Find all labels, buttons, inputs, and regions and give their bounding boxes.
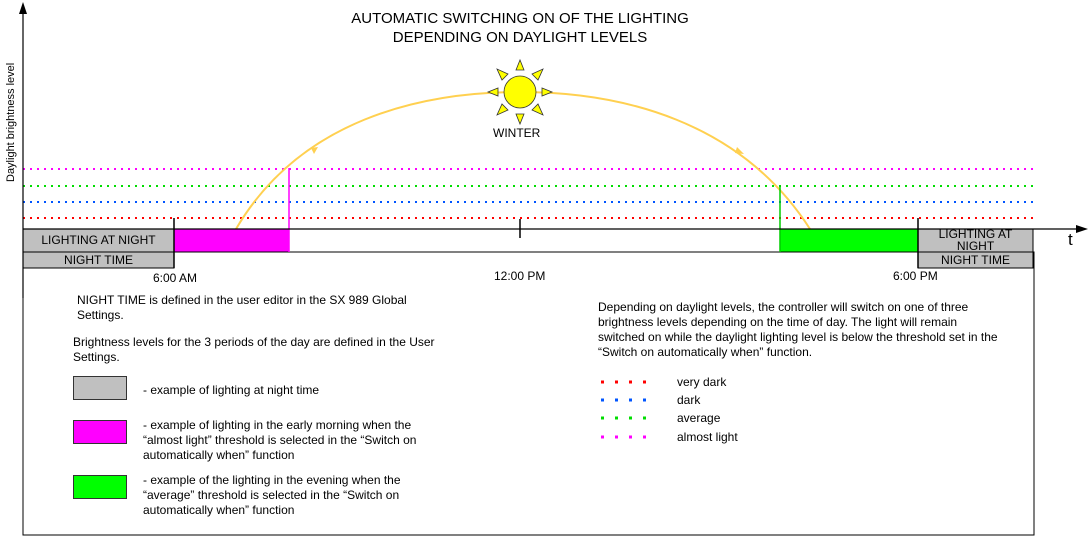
example-swatch-evening xyxy=(73,475,127,499)
sun-arc xyxy=(235,90,811,230)
time-label-6pm: 6:00 PM xyxy=(893,269,938,283)
night-band-right-label-line-1: LIGHTING AT xyxy=(938,227,1013,241)
sun-icon xyxy=(486,58,554,126)
notes-frame xyxy=(22,251,1035,536)
time-label-6am: 6:00 AM xyxy=(153,271,198,285)
sun-arc-arrow-left xyxy=(311,147,318,154)
legend-label-almost-light: almost light xyxy=(677,430,738,444)
y-axis-label: Daylight brightness level xyxy=(5,62,17,182)
night-band-right-label: LIGHTING AT NIGHT xyxy=(918,228,1033,252)
night-time-left-label: NIGHT TIME xyxy=(64,253,133,267)
x-axis-arrow xyxy=(1076,225,1088,233)
evening-band xyxy=(779,228,919,253)
brightness-note: Brightness levels for the 3 periods of t… xyxy=(73,335,435,364)
night-band-left-label: LIGHTING AT NIGHT xyxy=(41,233,156,247)
night-time-note: NIGHT TIME is defined in the user editor… xyxy=(77,293,407,322)
legend-label-very-dark: very dark xyxy=(677,375,727,389)
example-text-night: - example of lighting at night time xyxy=(143,383,320,397)
example-text-evening: - example of the lighting in the evening… xyxy=(143,473,401,517)
season-label: WINTER xyxy=(493,126,541,140)
example-swatch-night xyxy=(73,376,127,400)
legend-label-average: average xyxy=(677,411,721,425)
legend-label-dark: dark xyxy=(677,393,701,407)
title-line-1: AUTOMATIC SWITCHING ON OF THE LIGHTING xyxy=(351,10,689,27)
threshold-explanation: Depending on daylight levels, the contro… xyxy=(598,300,998,359)
night-band-right-label-line-2: NIGHT xyxy=(956,239,995,253)
diagram-title: AUTOMATIC SWITCHING ON OF THE LIGHTING D… xyxy=(270,9,770,47)
y-axis-arrow xyxy=(19,2,27,14)
x-axis-label: t xyxy=(1068,230,1073,249)
sun-arc-arrow-right xyxy=(735,147,744,154)
morning-band xyxy=(173,228,290,253)
time-label-12pm: 12:00 PM xyxy=(494,269,546,283)
example-text-morning: - example of lighting in the early morni… xyxy=(143,418,417,462)
night-time-right-label: NIGHT TIME xyxy=(941,253,1010,267)
title-line-2: DEPENDING ON DAYLIGHT LEVELS xyxy=(392,29,648,46)
example-swatch-morning xyxy=(73,420,127,444)
